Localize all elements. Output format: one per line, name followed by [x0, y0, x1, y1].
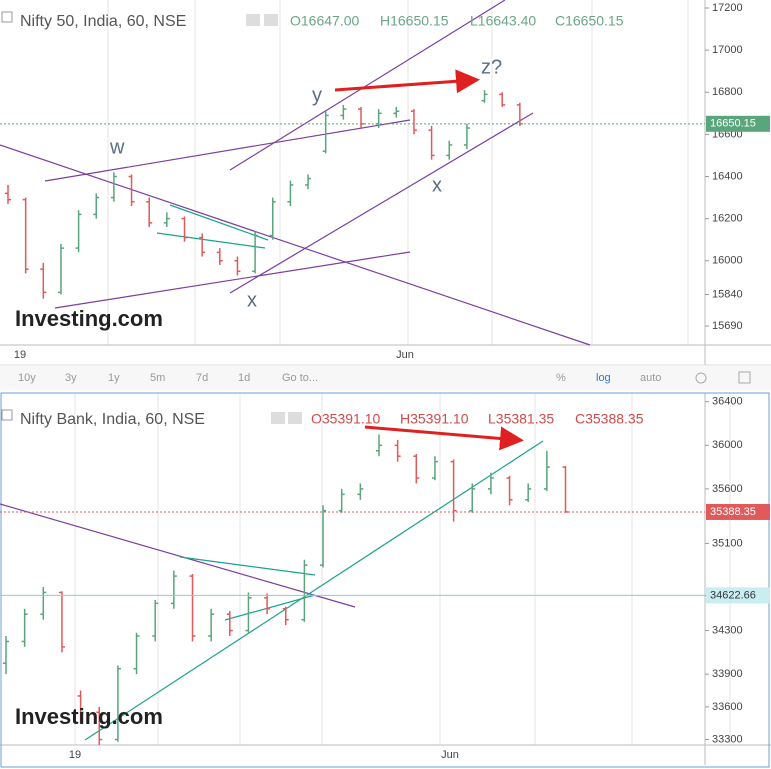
trend-lines — [0, 0, 591, 346]
level-label: 34622.66 — [710, 589, 756, 601]
y-tick-label: 17200 — [712, 2, 743, 14]
panel-frame — [0, 392, 770, 768]
close-icon[interactable] — [264, 14, 278, 26]
symbol-title: Nifty Bank, India, 60, NSE — [20, 411, 205, 428]
y-tick-label: 16800 — [712, 86, 743, 98]
wave-label: z? — [481, 56, 502, 78]
legend-low: L35381.35 — [488, 411, 554, 427]
y-tick-label: 15840 — [712, 288, 743, 300]
legend-open: O16647.00 — [290, 13, 359, 29]
close-icon[interactable] — [288, 412, 302, 424]
level-box — [706, 587, 770, 604]
y-tick-label: 36000 — [712, 439, 743, 451]
last-price-label: 16650.15 — [710, 118, 756, 130]
y-tick-label: 36400 — [712, 396, 743, 408]
range-button[interactable]: 10y — [18, 372, 36, 384]
settings-icon[interactable] — [695, 372, 707, 384]
last-price-label: 35388.35 — [710, 506, 756, 518]
range-button[interactable]: 7d — [196, 372, 208, 384]
wave-label: w — [109, 136, 125, 158]
y-tick-label: 33300 — [712, 733, 743, 745]
last-price-box — [706, 115, 770, 132]
time-label: 19 — [14, 349, 26, 361]
top-grid — [107, 0, 689, 345]
log-button[interactable]: log — [596, 372, 611, 384]
settings-icon[interactable] — [271, 412, 285, 424]
legend-close: C16650.15 — [555, 13, 624, 29]
y-tick-label: 17000 — [712, 44, 743, 56]
y-tick-label: 15690 — [712, 320, 743, 332]
bottom-grid — [74, 393, 731, 745]
settings-icon[interactable] — [246, 14, 260, 26]
wave-label: x — [247, 289, 257, 311]
range-button[interactable]: 1d — [238, 372, 250, 384]
legend-close: C35388.35 — [575, 411, 644, 427]
collapse-icon[interactable] — [1, 409, 13, 421]
wave-label: x — [432, 174, 442, 196]
range-button[interactable]: 1y — [108, 372, 120, 384]
range-button[interactable]: 3y — [65, 372, 77, 384]
toolbar-buttons: 10y 3y 1y 5m 7d 1d Go to... % log auto — [18, 372, 661, 384]
y-tick-label: 35600 — [712, 483, 743, 495]
auto-button[interactable]: auto — [640, 372, 661, 384]
legend-high: H16650.15 — [380, 13, 449, 29]
marks: 1720017000168001660016400162001600015840… — [0, 2, 770, 745]
legend-low: L16643.40 — [470, 13, 536, 29]
watermark: Investing.com — [15, 306, 163, 331]
watermark: Investing.com — [15, 704, 163, 729]
y-tick-label: 34300 — [712, 624, 743, 636]
symbol-title: Nifty 50, India, 60, NSE — [20, 13, 186, 30]
y-tick-label: 16400 — [712, 170, 743, 182]
legend-open: O35391.10 — [311, 411, 380, 427]
collapse-icon[interactable] — [1, 11, 13, 23]
percent-button[interactable]: % — [556, 372, 566, 384]
range-button[interactable]: 5m — [150, 372, 165, 384]
legend-high: H35391.10 — [400, 411, 469, 427]
y-tick-label: 33900 — [712, 668, 743, 680]
y-tick-label: 16000 — [712, 255, 743, 267]
trend-lines — [0, 425, 544, 741]
wave-label: y — [312, 84, 322, 106]
fullscreen-icon[interactable] — [738, 371, 751, 384]
y-tick-label: 33600 — [712, 701, 743, 713]
time-label: Jun — [441, 749, 459, 761]
time-label: Jun — [396, 349, 414, 361]
time-label: 19 — [69, 749, 81, 761]
toolbar — [0, 366, 771, 390]
goto-button[interactable]: Go to... — [282, 372, 318, 384]
y-tick-label: 35100 — [712, 537, 743, 549]
y-tick-label: 16200 — [712, 213, 743, 225]
last-price-box — [706, 503, 770, 520]
